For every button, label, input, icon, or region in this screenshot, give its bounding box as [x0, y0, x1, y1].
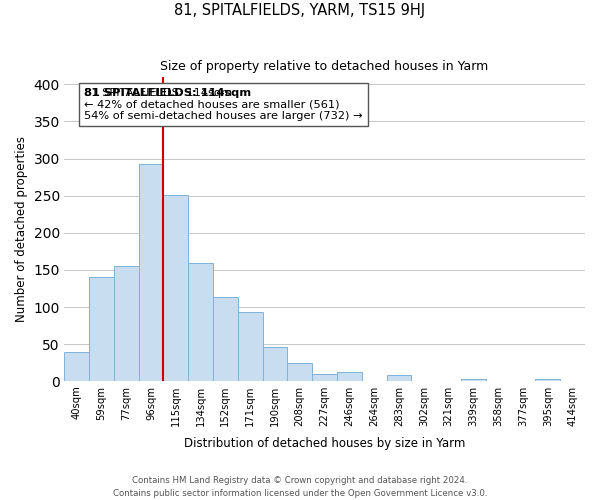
Bar: [535, 379, 560, 382]
Text: 81, SPITALFIELDS, YARM, TS15 9HJ: 81, SPITALFIELDS, YARM, TS15 9HJ: [175, 2, 425, 18]
Bar: [263, 347, 287, 382]
Bar: [89, 278, 114, 382]
Bar: [139, 164, 163, 382]
X-axis label: Distribution of detached houses by size in Yarm: Distribution of detached houses by size …: [184, 437, 465, 450]
Bar: [188, 262, 213, 382]
Text: Contains HM Land Registry data © Crown copyright and database right 2024.
Contai: Contains HM Land Registry data © Crown c…: [113, 476, 487, 498]
Y-axis label: Number of detached properties: Number of detached properties: [15, 136, 28, 322]
Bar: [312, 374, 337, 382]
Bar: [461, 379, 486, 382]
Bar: [213, 298, 238, 382]
Text: 81 SPITALFIELDS: 114sqm
← 42% of detached houses are smaller (561)
54% of semi-d: 81 SPITALFIELDS: 114sqm ← 42% of detache…: [84, 88, 362, 122]
Bar: [64, 352, 89, 382]
Bar: [114, 266, 139, 382]
Title: Size of property relative to detached houses in Yarm: Size of property relative to detached ho…: [160, 60, 488, 73]
Bar: [287, 363, 312, 382]
Bar: [337, 372, 362, 382]
Bar: [238, 312, 263, 382]
Bar: [163, 195, 188, 382]
Bar: [386, 376, 412, 382]
Text: 81 SPITALFIELDS: 114sqm: 81 SPITALFIELDS: 114sqm: [84, 88, 251, 133]
